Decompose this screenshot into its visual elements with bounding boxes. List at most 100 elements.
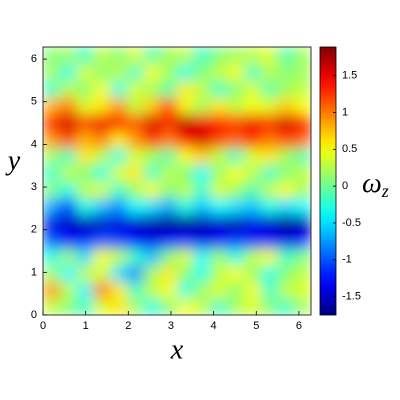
- heatmap-cell: [277, 214, 295, 232]
- heatmap-cell: [93, 97, 111, 115]
- heatmap-cell: [160, 248, 178, 266]
- heatmap-cell: [126, 47, 144, 65]
- heatmap-cell: [277, 197, 295, 216]
- colorbar-tick-label: 1: [342, 106, 348, 118]
- heatmap-cell: [244, 248, 262, 266]
- heatmap-cell: [59, 214, 77, 232]
- heatmap-cell: [43, 298, 61, 315]
- heatmap-cell: [244, 298, 262, 315]
- heatmap-cell: [227, 248, 245, 266]
- heatmap-cell: [193, 147, 211, 165]
- heatmap-cell: [59, 47, 77, 65]
- heatmap-cell: [76, 181, 94, 199]
- heatmap-cell: [260, 231, 278, 249]
- heatmap-cell: [210, 97, 228, 115]
- heatmap-cell: [210, 231, 228, 249]
- heatmap-cell: [59, 197, 77, 216]
- heatmap-cell: [59, 164, 77, 182]
- heatmap-cell: [76, 298, 94, 315]
- heatmap-cell: [93, 130, 111, 149]
- heatmap-cell: [126, 130, 144, 149]
- heatmap-cell: [176, 231, 195, 249]
- heatmap-cell: [109, 113, 128, 132]
- heatmap-cell: [59, 281, 77, 299]
- heatmap-cell: [260, 281, 278, 299]
- heatmap-cell: [43, 214, 61, 232]
- heatmap-cell: [93, 214, 111, 232]
- heatmap-cell: [93, 80, 111, 98]
- heatmap-cell: [193, 47, 211, 65]
- heatmap-cell: [260, 147, 278, 165]
- heatmap-cell: [43, 281, 61, 299]
- heatmap-cell: [109, 130, 128, 149]
- heatmap-cell: [143, 231, 161, 249]
- heatmap-cell: [277, 97, 295, 115]
- heatmap-cell: [260, 47, 278, 65]
- heatmap-cell: [294, 63, 311, 82]
- x-tick-label: 0: [40, 320, 46, 332]
- heatmap-area: [43, 47, 311, 315]
- heatmap-cell: [193, 248, 211, 266]
- heatmap-cell: [160, 264, 178, 283]
- heatmap-cell: [143, 80, 161, 98]
- heatmap-cell: [294, 80, 311, 98]
- heatmap-cell: [59, 97, 77, 115]
- heatmap-cell: [277, 248, 295, 266]
- heatmap-cell: [160, 281, 178, 299]
- heatmap-cell: [227, 130, 245, 149]
- heatmap-cell: [43, 97, 61, 115]
- colorbar: [319, 46, 337, 316]
- heatmap-cell: [193, 113, 211, 132]
- heatmap-cell: [43, 63, 61, 82]
- heatmap-cell: [294, 281, 311, 299]
- x-tick-label: 6: [296, 320, 302, 332]
- heatmap-cell: [109, 264, 128, 283]
- heatmap-cell: [227, 197, 245, 216]
- heatmap-cell: [143, 281, 161, 299]
- heatmap-cell: [160, 214, 178, 232]
- heatmap-cell: [260, 80, 278, 98]
- heatmap-cell: [294, 181, 311, 199]
- heatmap-cell: [76, 113, 94, 132]
- heatmap-cell: [59, 80, 77, 98]
- heatmap-cell: [143, 181, 161, 199]
- heatmap-cell: [294, 298, 311, 315]
- y-tick-label: 5: [31, 96, 37, 108]
- heatmap-cell: [76, 164, 94, 182]
- heatmap-cell: [126, 264, 144, 283]
- heatmap-cell: [143, 248, 161, 266]
- colorbar-symbol: ω: [362, 168, 382, 199]
- heatmap-cell: [176, 214, 195, 232]
- heatmap-cell: [109, 147, 128, 165]
- colorbar-tick-label: -1: [342, 254, 352, 266]
- heatmap-cell: [160, 80, 178, 98]
- heatmap-cell: [126, 281, 144, 299]
- heatmap: [43, 47, 311, 315]
- heatmap-cell: [244, 281, 262, 299]
- heatmap-cell: [244, 264, 262, 283]
- heatmap-cell: [126, 298, 144, 315]
- heatmap-cell: [143, 97, 161, 115]
- y-axis-label: y: [5, 145, 21, 176]
- heatmap-cell: [260, 113, 278, 132]
- heatmap-cell: [244, 130, 262, 149]
- heatmap-cell: [143, 197, 161, 216]
- heatmap-cell: [76, 130, 94, 149]
- heatmap-cell: [160, 130, 178, 149]
- heatmap-cell: [176, 281, 195, 299]
- heatmap-cell: [294, 113, 311, 132]
- heatmap-cell: [76, 264, 94, 283]
- heatmap-cell: [210, 248, 228, 266]
- heatmap-cell: [176, 248, 195, 266]
- heatmap-cell: [160, 298, 178, 315]
- y-tick-label: 3: [31, 181, 37, 193]
- heatmap-cell: [176, 147, 195, 165]
- heatmap-cell: [76, 281, 94, 299]
- heatmap-cell: [126, 164, 144, 182]
- x-tick-label: 1: [83, 320, 89, 332]
- heatmap-cell: [193, 97, 211, 115]
- heatmap-cell: [43, 248, 61, 266]
- heatmap-cell: [143, 298, 161, 315]
- heatmap-cell: [93, 231, 111, 249]
